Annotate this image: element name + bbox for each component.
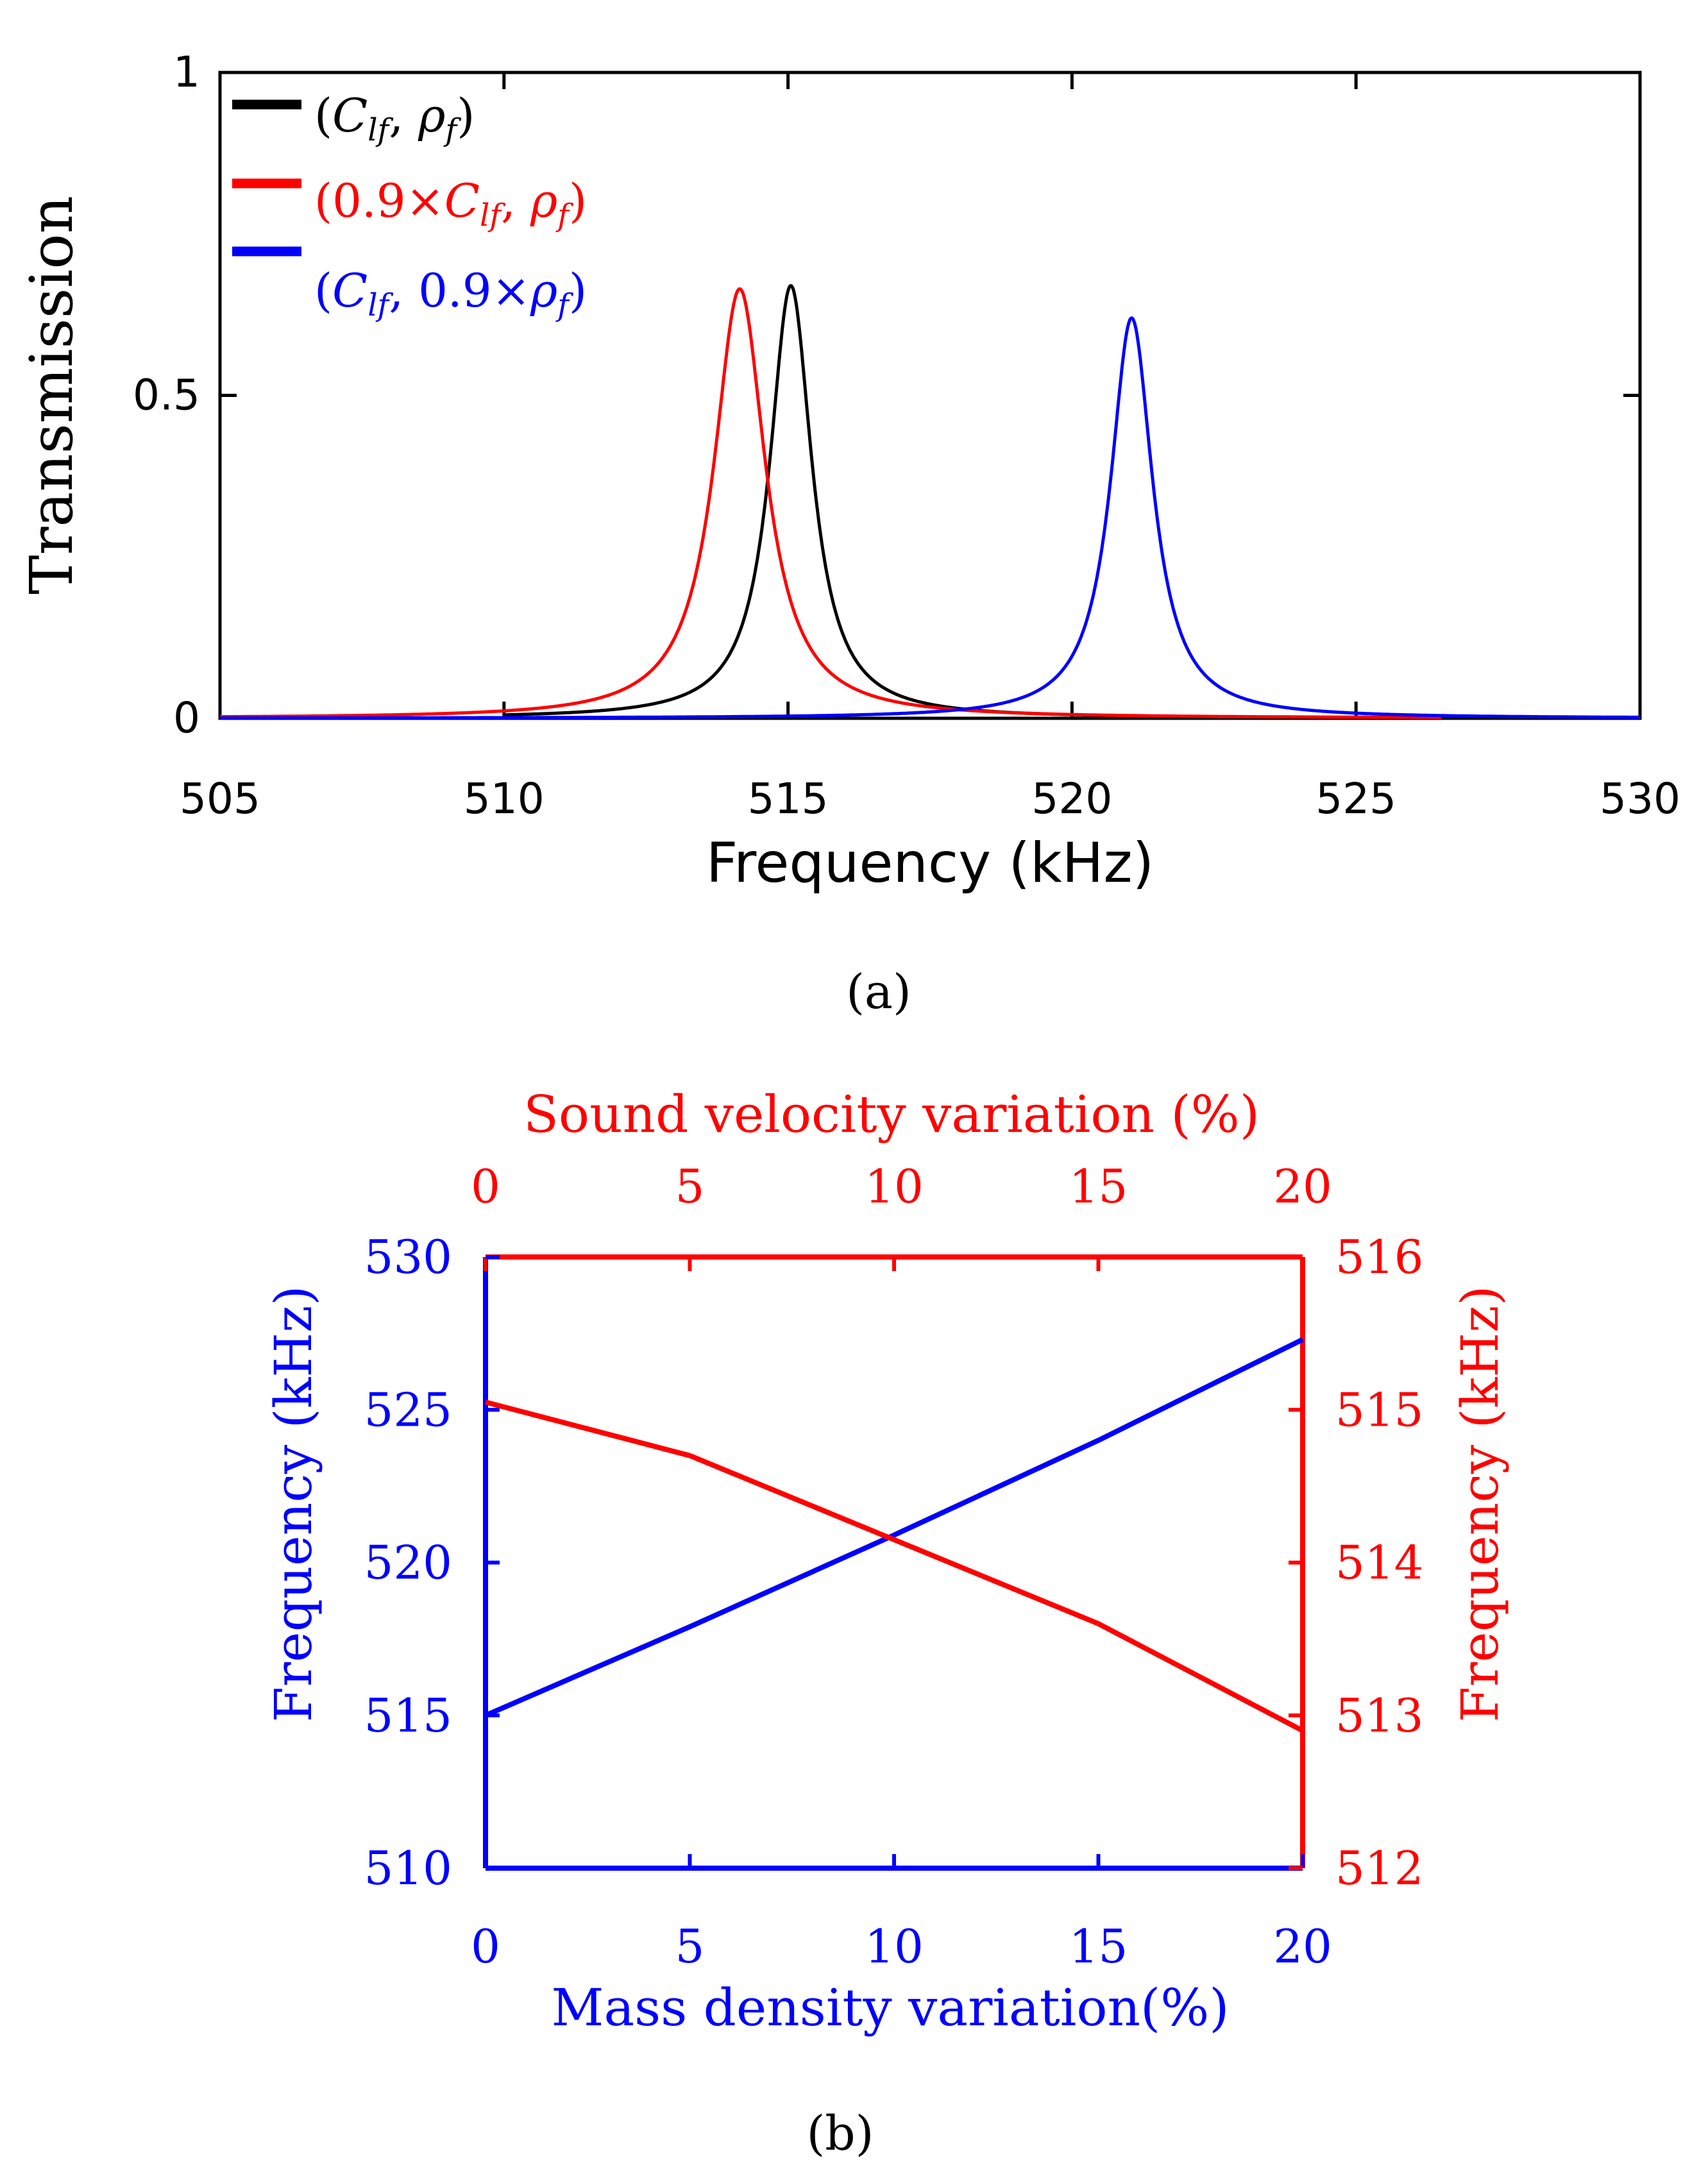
- legend-entry-blue: (Clf, 0.9×ρf): [232, 246, 587, 323]
- panel-b-tick-labels: 0 5 10 15 200 5 10 15 20510515520525530512513514…: [364, 1160, 1424, 1973]
- panel-a-y-axis-label: Transmission: [17, 196, 86, 595]
- top-tick-label: 0: [471, 1160, 500, 1213]
- transmission-curve-blue: [219, 316, 1641, 720]
- legend-entry-red: (0.9×Clf, ρf): [232, 174, 587, 233]
- left-tick-label: 520: [364, 1536, 452, 1590]
- right-tick-label: 515: [1335, 1383, 1423, 1437]
- transmission-curve-black: [503, 284, 1158, 718]
- y-tick-label: 0.5: [133, 371, 200, 420]
- right-tick-label: 513: [1335, 1689, 1423, 1742]
- panel-a-curves: [219, 284, 1641, 720]
- left-tick-label: 515: [364, 1689, 452, 1742]
- x-tick-label: 520: [1031, 774, 1112, 823]
- legend-label-blue: (Clf, 0.9×ρf): [314, 264, 587, 323]
- panel-a-caption: (a): [846, 965, 911, 1020]
- x-tick-label: 530: [1600, 774, 1680, 823]
- left-tick-label: 510: [364, 1841, 452, 1895]
- right-tick-label: 512: [1335, 1841, 1423, 1895]
- panel-a-x-axis-label: Frequency (kHz): [706, 831, 1154, 895]
- panel-a-ticks: [218, 71, 1642, 720]
- sound-velocity-line: [484, 1399, 1304, 1733]
- bottom-tick-label: 10: [865, 1919, 924, 1973]
- bottom-tick-label: 20: [1273, 1919, 1332, 1973]
- right-tick-label: 516: [1335, 1230, 1423, 1284]
- left-tick-label: 530: [364, 1230, 452, 1284]
- panel-b-right-axis-label: Frequency (kHz): [1450, 1286, 1510, 1723]
- left-tick-label: 525: [364, 1383, 452, 1437]
- bottom-tick-label: 5: [675, 1919, 705, 1973]
- panel-b-top-axis-label: Sound velocity variation (%): [523, 1084, 1260, 1144]
- transmission-curve-red: [219, 287, 1442, 720]
- panel-a-legend: (Clf, ρf) (0.9×Clf, ρf) (Clf, 0.9×ρf): [232, 89, 587, 323]
- panel-b-variation-chart: 0 5 10 15 200 5 10 15 20510515520525530512513514…: [264, 1084, 1510, 2161]
- x-tick-label: 505: [180, 774, 260, 823]
- legend-label-black: (Clf, ρf): [314, 89, 475, 148]
- top-tick-label: 15: [1069, 1160, 1128, 1213]
- legend-entry-black: (Clf, ρf): [232, 89, 475, 148]
- top-tick-label: 10: [865, 1160, 924, 1213]
- legend-label-red: (0.9×Clf, ρf): [314, 174, 587, 233]
- x-tick-label: 510: [464, 774, 545, 823]
- mass-density-line: [484, 1337, 1304, 1718]
- top-tick-label: 5: [675, 1160, 705, 1213]
- x-tick-label: 515: [748, 774, 829, 823]
- panel-b-x-axis-label: Mass density variation(%): [552, 1978, 1230, 2037]
- y-tick-label: 0: [173, 693, 200, 743]
- bottom-tick-label: 15: [1069, 1919, 1128, 1973]
- bottom-tick-label: 0: [471, 1919, 500, 1973]
- panel-b-caption: (b): [806, 2106, 874, 2161]
- panel-a-plot-frame: [218, 71, 1642, 720]
- x-tick-label: 525: [1315, 774, 1396, 823]
- panel-a-tick-labels: 505 510 515 520 525 530 0 0.5 1: [133, 47, 1680, 823]
- panel-b-ticks: [484, 1255, 1305, 1870]
- panel-b-left-axis-label: Frequency (kHz): [264, 1286, 323, 1723]
- right-tick-label: 514: [1335, 1536, 1423, 1590]
- y-tick-label: 1: [173, 47, 200, 97]
- top-tick-label: 20: [1273, 1160, 1332, 1213]
- panel-b-curves: [484, 1337, 1304, 1733]
